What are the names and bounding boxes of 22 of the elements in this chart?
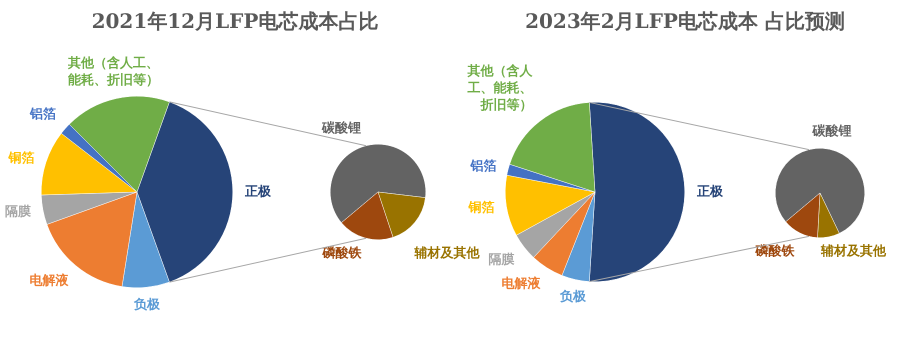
slice-label: 碳酸锂 [811,122,852,139]
slice-label: 隔膜 [488,252,515,268]
chart-title: 2023年2月LFP电芯成本 占比预测 [524,8,846,35]
slice-label: 负极 [133,298,162,313]
slice-label: 辅材及其他 [820,244,888,260]
slice-label: 辅材及其他 [413,246,480,262]
slice-label: 铝箔 [29,107,56,122]
slice-label: 铜箔 [468,200,495,216]
slice-label: 负极 [558,290,587,305]
slice-label: 磷酸铁 [754,243,796,260]
slice-label: 铝箔 [469,159,496,174]
slice-label: 磷酸铁 [322,245,363,262]
slice-label: 隔膜 [5,204,32,220]
slice-label: 其他（含人工、能耗、折旧等） [466,62,534,113]
slice-label: 铜箔 [8,151,35,166]
slice-label: 其他（含人工、能耗、折旧等） [66,55,159,88]
slice-label: 正极 [244,184,272,200]
slice-label: 电解液 [29,272,70,288]
slice-label: 碳酸锂 [320,120,361,136]
slice-label: 电解液 [501,275,542,292]
chart-title: 2021年12月LFP电芯成本占比 [90,8,380,35]
slice-label: 正极 [696,184,724,200]
